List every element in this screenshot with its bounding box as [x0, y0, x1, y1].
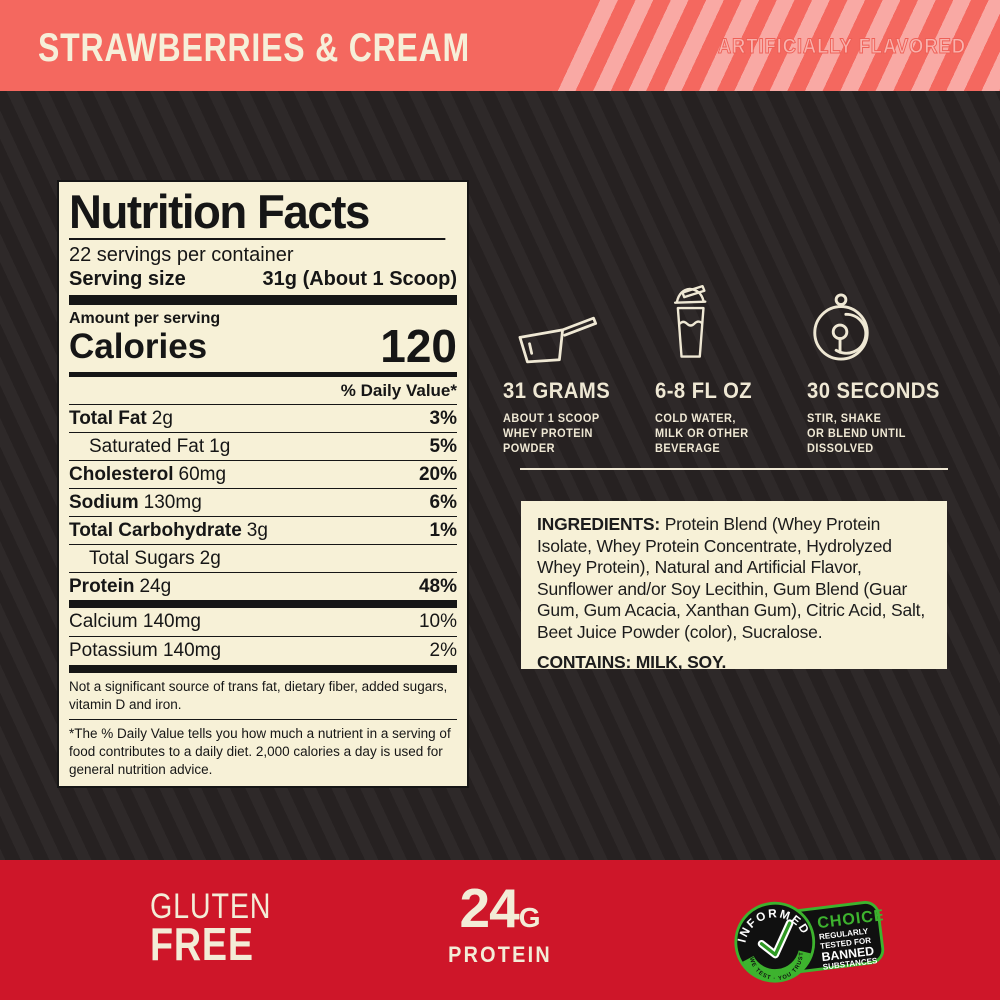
nutrient-amount: 2g	[199, 547, 221, 569]
instruction-title: 31 GRAMS	[503, 378, 611, 403]
informed-choice-badge: INFORMED WE TEST · YOU TRUST CHOICE REGU…	[727, 881, 890, 1000]
nutrient-row-total-fat: Total Fat 2g 3%	[69, 404, 457, 432]
nutrient-row-total-sugars: Total Sugars 2g	[69, 544, 457, 572]
serving-size-value: 31g (About 1 Scoop)	[262, 267, 457, 290]
protein-unit: G	[518, 902, 541, 933]
nutrient-row-sodium: Sodium 130mg 6%	[69, 488, 457, 516]
daily-value-header: % Daily Value*	[340, 381, 457, 401]
timer-icon	[813, 293, 869, 361]
thick-divider	[69, 600, 457, 609]
nutrient-amount: 2g	[151, 407, 173, 429]
nutrient-dv: 6%	[429, 491, 457, 513]
calories-label: Calories	[69, 327, 208, 367]
nutrient-name: Protein	[69, 575, 135, 597]
ingredients-box: INGREDIENTS: Protein Blend (Whey Protein…	[521, 501, 947, 672]
footer-banner: GLUTEN FREE 24G PROTEIN INFORMED WE TEST	[0, 860, 1000, 1000]
daily-value-footnote: *The % Daily Value tells you how much a …	[69, 719, 457, 784]
nutrient-row-total-carbohydrate: Total Carbohydrate 3g 1%	[69, 516, 457, 544]
nutrient-name: Sodium	[69, 491, 139, 513]
nutrient-amount: 24g	[139, 575, 172, 597]
thick-divider	[69, 665, 457, 674]
nutrient-name: Total Carbohydrate	[69, 519, 242, 541]
instruction-scoop: 31 GRAMS ABOUT 1 SCOOP WHEY PROTEIN POWD…	[503, 272, 649, 457]
nutrient-dv: 3%	[429, 407, 457, 429]
mineral-dv: 10%	[418, 611, 457, 633]
nutrient-row-protein: Protein 24g 48%	[69, 572, 457, 600]
flavor-name: STRAWBERRIES & CREAM	[38, 26, 471, 70]
serving-size-row: Serving size 31g (About 1 Scoop)	[69, 268, 457, 291]
instruction-title: 6-8 FL OZ	[655, 378, 753, 403]
mineral-row-potassium: Potassium 140mg 2%	[69, 636, 457, 665]
nutrient-amount: 3g	[246, 519, 268, 541]
instruction-shaker: 6-8 FL OZ COLD WATER, MILK OR OTHER BEVE…	[655, 272, 801, 457]
horizontal-divider	[520, 468, 948, 470]
instruction-sub: STIR, SHAKE OR BLEND UNTIL DISSOLVED	[807, 413, 906, 455]
shaker-icon	[673, 284, 707, 358]
ingredients-body: Protein Blend (Whey Protein Isolate, Whe…	[537, 514, 925, 642]
protein-label: PROTEIN	[448, 942, 552, 968]
allergen-statement: CONTAINS: MILK, SOY.	[537, 652, 727, 673]
ingredients-text: INGREDIENTS: Protein Blend (Whey Protein…	[537, 514, 931, 643]
nutrient-amount: 130mg	[143, 491, 202, 513]
calories-value: 120	[380, 319, 457, 372]
ingredients-label: INGREDIENTS:	[537, 514, 661, 534]
instruction-sub: COLD WATER, MILK OR OTHER BEVERAGE	[655, 413, 749, 455]
scoop-icon	[518, 316, 598, 364]
nutrient-amount: 1g	[209, 435, 231, 457]
artificially-flavored-note: ARTIFICIALLY FLAVORED	[717, 35, 966, 59]
thick-divider	[69, 294, 457, 305]
mineral-name: Potassium 140mg	[69, 640, 222, 662]
protein-amount: 24	[459, 877, 520, 939]
instruction-sub: ABOUT 1 SCOOP WHEY PROTEIN POWDER	[503, 413, 600, 455]
nutrition-facts-title: Nutrition Facts	[69, 188, 446, 240]
nutrition-facts-panel: Nutrition Facts 22 servings per containe…	[57, 180, 469, 788]
gluten-free-claim: GLUTEN FREE	[150, 887, 272, 971]
nutrient-amount: 60mg	[178, 463, 227, 485]
nutrient-dv: 5%	[429, 435, 457, 457]
mineral-name: Calcium 140mg	[69, 611, 201, 633]
nutrient-name: Saturated Fat	[89, 435, 205, 457]
nutrient-name: Total Fat	[69, 407, 147, 429]
not-significant-note: Not a significant source of trans fat, d…	[69, 679, 448, 712]
mineral-dv: 2%	[429, 640, 457, 662]
medium-divider	[69, 372, 457, 378]
nutrient-dv: 48%	[418, 575, 457, 597]
mineral-row-calcium: Calcium 140mg 10%	[69, 608, 457, 636]
protein-claim: 24G PROTEIN	[442, 881, 557, 968]
svg-text:BANNED: BANNED	[821, 944, 875, 964]
amount-per-serving-label: Amount per serving	[69, 309, 221, 327]
nutrient-name: Total Sugars	[89, 547, 195, 569]
nutrient-name: Cholesterol	[69, 463, 174, 485]
nutrient-dv: 1%	[429, 519, 457, 541]
nutrient-dv: 20%	[418, 463, 457, 485]
diagonal-stripes-decoration	[550, 0, 1000, 91]
nutrient-row-saturated-fat: Saturated Fat 1g 5%	[69, 432, 457, 460]
nutrient-row-cholesterol: Cholesterol 60mg 20%	[69, 460, 457, 488]
servings-per-container: 22 servings per container	[69, 243, 294, 266]
serving-size-label: Serving size	[69, 267, 186, 290]
usage-instructions: 31 GRAMS ABOUT 1 SCOOP WHEY PROTEIN POWD…	[503, 272, 953, 457]
instruction-timer: 30 SECONDS STIR, SHAKE OR BLEND UNTIL DI…	[807, 272, 953, 457]
instruction-title: 30 SECONDS	[807, 378, 940, 403]
flavor-banner: STRAWBERRIES & CREAM ARTIFICIALLY FLAVOR…	[0, 0, 1000, 91]
calories-row: Calories 120	[69, 319, 457, 372]
